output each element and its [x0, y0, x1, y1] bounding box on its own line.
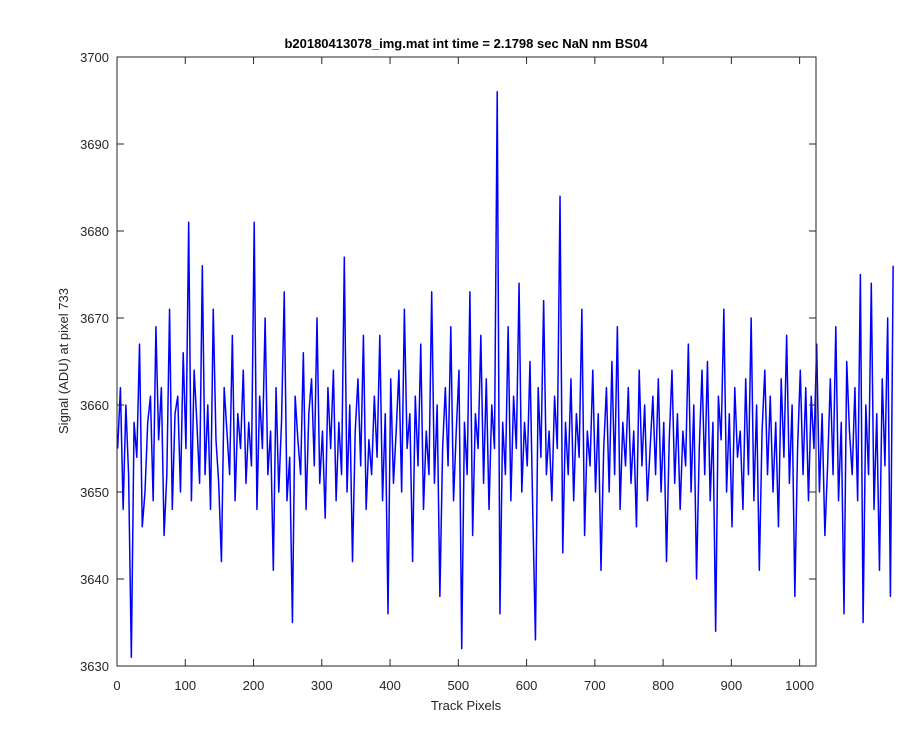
x-tick-label: 700: [584, 678, 606, 693]
y-tick-label: 3700: [80, 50, 109, 65]
x-tick-label: 800: [652, 678, 674, 693]
y-tick-label: 3650: [80, 485, 109, 500]
x-tick-label: 500: [447, 678, 469, 693]
x-tick-label: 300: [311, 678, 333, 693]
x-axis-ticks: 0 100 200 300 400 500 600 700 800 900 1000: [113, 57, 814, 693]
y-axis-ticks: 3630 3640 3650 3660 3670 3680 3690 3700: [80, 50, 816, 674]
x-tick-label: 100: [174, 678, 196, 693]
y-tick-label: 3640: [80, 572, 109, 587]
x-tick-label: 600: [516, 678, 538, 693]
y-tick-label: 3630: [80, 659, 109, 674]
series-layer: [116, 91, 894, 659]
x-tick-label: 0: [113, 678, 120, 693]
x-tick-label: 200: [243, 678, 265, 693]
y-tick-label: 3660: [80, 398, 109, 413]
y-tick-label: 3680: [80, 224, 109, 239]
y-tick-label: 3670: [80, 311, 109, 326]
x-axis-label: Track Pixels: [431, 698, 502, 713]
x-tick-label: 1000: [785, 678, 814, 693]
y-tick-label: 3690: [80, 137, 109, 152]
axes-frame: [116, 56, 817, 667]
x-tick-label: 900: [721, 678, 743, 693]
plot-frame: [116, 56, 817, 667]
x-tick-label: 400: [379, 678, 401, 693]
series-line-1: [116, 91, 894, 659]
chart-title: b20180413078_img.mat int time = 2.1798 s…: [284, 36, 648, 51]
y-axis-label: Signal (ADU) at pixel 733: [56, 288, 71, 434]
